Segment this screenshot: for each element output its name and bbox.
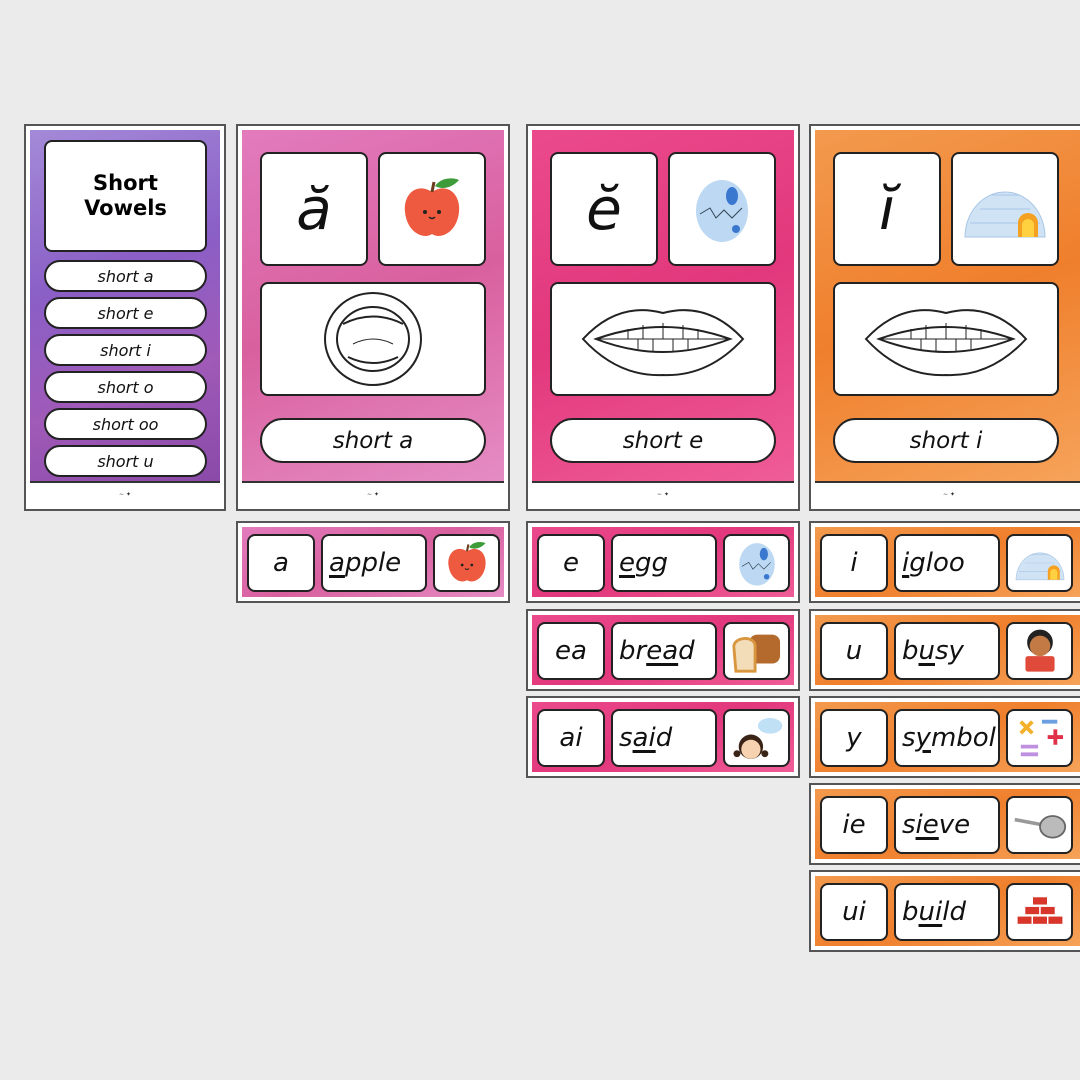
- vowel-symbol: ĕ: [550, 152, 658, 266]
- word-highlight: ie: [915, 810, 939, 840]
- egg-icon: [668, 152, 776, 266]
- word-box: b u sy: [894, 622, 1000, 680]
- word-prefix: s: [902, 810, 916, 840]
- egg-icon: [723, 534, 790, 592]
- word-strip: u b u sy: [809, 609, 1080, 691]
- boy-reading-icon: [1006, 622, 1073, 680]
- word-box: s y mbol: [894, 709, 1000, 767]
- word-highlight: y: [915, 723, 931, 753]
- apple-icon: [378, 152, 486, 266]
- word-strip: ui b ui ld: [809, 870, 1080, 952]
- word-strip: ai s ai d: [526, 696, 800, 778]
- word-suffix: pple: [344, 548, 402, 578]
- word-box: i gloo: [894, 534, 1000, 592]
- word-suffix: ld: [942, 897, 966, 927]
- word-highlight: u: [918, 636, 935, 666]
- bricks-icon: [1006, 883, 1073, 941]
- vowel-label: short i: [833, 418, 1059, 463]
- word-strip: y s y mbol: [809, 696, 1080, 778]
- title-line: Short: [93, 171, 158, 195]
- word-highlight: e: [619, 548, 635, 578]
- index-card: Short Vowels short a short e short i short …: [24, 124, 226, 511]
- vowel-label: short a: [260, 418, 486, 463]
- smile-mouth-icon: [833, 282, 1059, 396]
- grapheme-box: ie: [820, 796, 888, 854]
- word-highlight: ai: [632, 723, 656, 753]
- word-box: e gg: [611, 534, 717, 592]
- grapheme-box: ai: [537, 709, 605, 767]
- index-item: short oo: [44, 408, 207, 440]
- bread-icon: [723, 622, 790, 680]
- word-strip: a a pple: [236, 521, 510, 603]
- igloo-icon: [951, 152, 1059, 266]
- grapheme-box: e: [537, 534, 605, 592]
- footer-logo: ∼ ✦: [657, 491, 669, 498]
- grapheme-box: ui: [820, 883, 888, 941]
- vowel-card: ĕ short e ∼ ✦: [526, 124, 800, 511]
- vowel-symbol: ă: [260, 152, 368, 266]
- vowel-card: ă short a ∼ ✦: [236, 124, 510, 511]
- word-prefix: b: [902, 636, 919, 666]
- title-box: Short Vowels: [44, 140, 207, 252]
- title-line: Vowels: [84, 196, 167, 220]
- index-item: short e: [44, 297, 207, 329]
- vowel-label: short e: [550, 418, 776, 463]
- grapheme-box: u: [820, 622, 888, 680]
- word-suffix: sy: [935, 636, 964, 666]
- index-item: short o: [44, 371, 207, 403]
- igloo-icon: [1006, 534, 1073, 592]
- word-box: a pple: [321, 534, 427, 592]
- grapheme-box: ea: [537, 622, 605, 680]
- word-box: b ui ld: [894, 883, 1000, 941]
- grapheme-box: a: [247, 534, 315, 592]
- word-highlight: a: [329, 548, 345, 578]
- open-mouth-icon: [260, 282, 486, 396]
- word-suffix: ve: [938, 810, 971, 840]
- word-suffix: d: [678, 636, 695, 666]
- word-strip: i i gloo: [809, 521, 1080, 603]
- word-box: br ea d: [611, 622, 717, 680]
- word-strip: ea br ea d: [526, 609, 800, 691]
- sieve-icon: [1006, 796, 1073, 854]
- word-strip: e e gg: [526, 521, 800, 603]
- grapheme-box: y: [820, 709, 888, 767]
- word-strip: ie s ie ve: [809, 783, 1080, 865]
- vowel-card: ĭ short i ∼ ✦: [809, 124, 1080, 511]
- word-prefix: b: [902, 897, 919, 927]
- word-prefix: s: [619, 723, 633, 753]
- word-suffix: d: [655, 723, 673, 753]
- girl-talking-icon: [723, 709, 790, 767]
- index-item: short a: [44, 260, 207, 292]
- footer-logo: ∼ ✦: [119, 491, 131, 498]
- word-highlight: ui: [918, 897, 943, 927]
- word-highlight: i: [902, 548, 910, 578]
- grapheme-box: i: [820, 534, 888, 592]
- index-item: short u: [44, 445, 207, 477]
- apple-icon: [433, 534, 500, 592]
- word-box: s ie ve: [894, 796, 1000, 854]
- index-item: short i: [44, 334, 207, 366]
- vowel-symbol: ĭ: [833, 152, 941, 266]
- footer-logo: ∼ ✦: [367, 491, 379, 498]
- word-highlight: ea: [646, 636, 679, 666]
- word-suffix: mbol: [930, 723, 996, 753]
- word-prefix: br: [619, 636, 647, 666]
- word-box: s ai d: [611, 709, 717, 767]
- smile-mouth-icon: [550, 282, 776, 396]
- math-symbols-icon: [1006, 709, 1073, 767]
- footer-logo: ∼ ✦: [943, 491, 955, 498]
- word-prefix: s: [902, 723, 916, 753]
- word-suffix: gloo: [909, 548, 965, 578]
- word-suffix: gg: [635, 548, 669, 578]
